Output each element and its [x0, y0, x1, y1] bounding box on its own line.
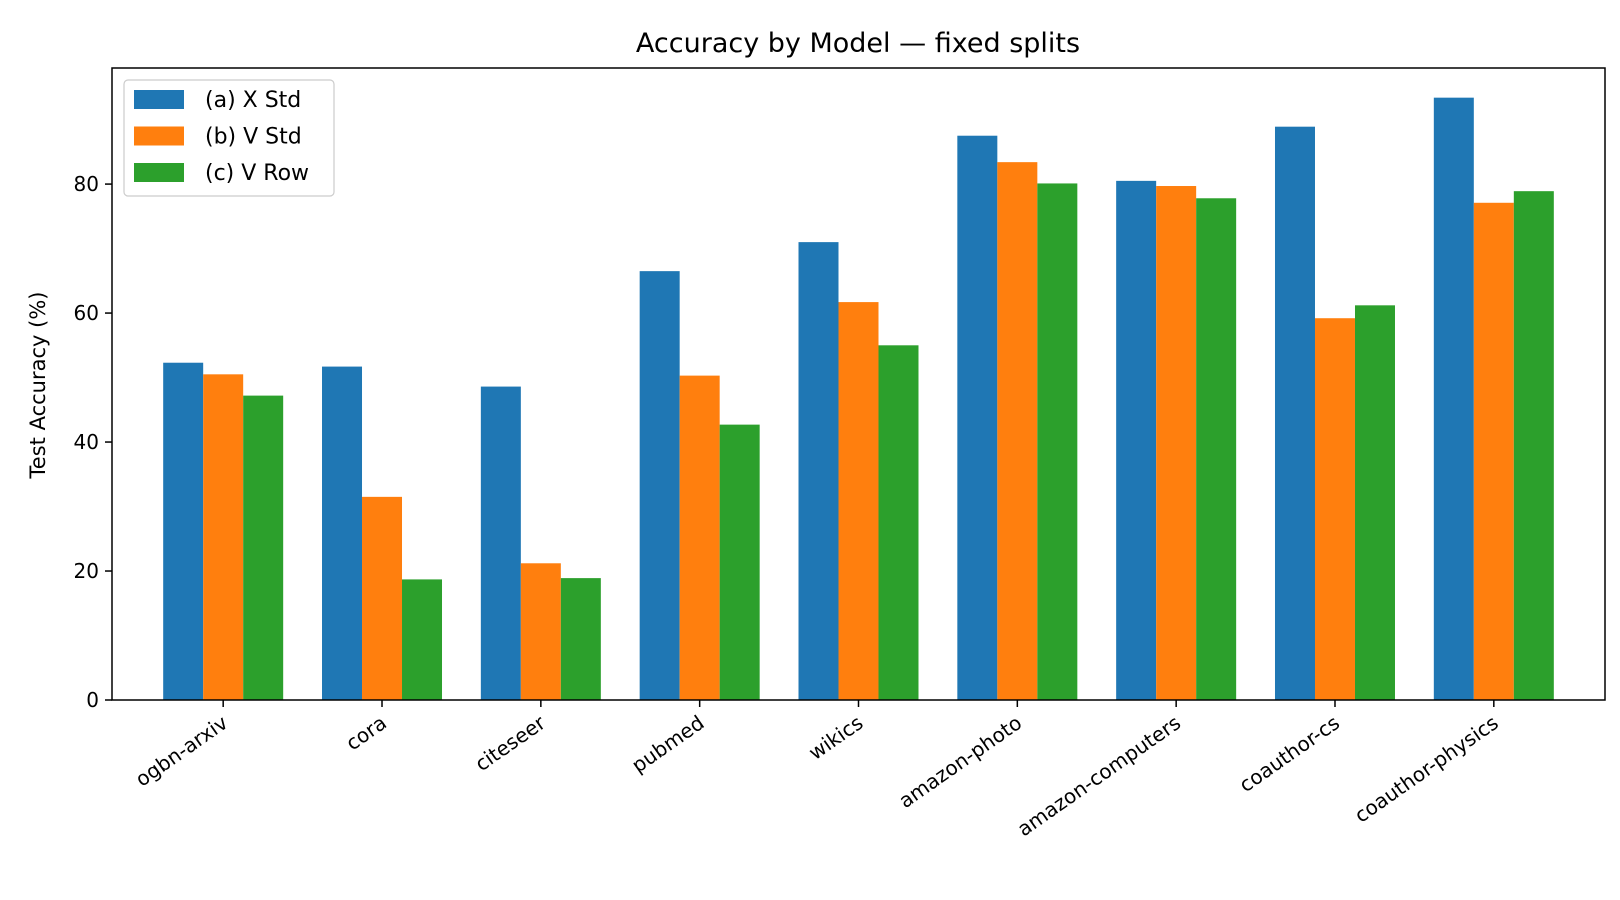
y-axis-title: Test Accuracy (%) — [26, 292, 50, 480]
x-tick-label: wikics — [804, 710, 867, 764]
x-tick-label: amazon-computers — [1013, 710, 1185, 841]
y-tick-label: 20 — [74, 559, 99, 583]
bar-wikics-series-0 — [798, 242, 839, 701]
bar-pubmed-series-2 — [719, 424, 760, 700]
x-tick-label: ogbn-arxiv — [131, 710, 232, 791]
bar-amazon-computers-series-0 — [1116, 180, 1157, 700]
bar-coauthor-physics-series-0 — [1433, 97, 1474, 701]
x-tick-label: amazon-photo — [894, 710, 1026, 812]
x-tick-label: pubmed — [627, 710, 708, 777]
y-tick-label: 0 — [86, 688, 99, 712]
bar-coauthor-physics-series-2 — [1513, 191, 1554, 700]
bar-amazon-photo-series-0 — [957, 135, 998, 700]
bar-coauthor-cs-series-2 — [1354, 305, 1395, 700]
x-tick-label: coauthor-cs — [1235, 710, 1344, 796]
bar-citeseer-series-2 — [560, 578, 601, 700]
bar-amazon-computers-series-2 — [1196, 198, 1237, 700]
bar-coauthor-cs-series-1 — [1314, 318, 1355, 700]
bar-ogbn-arxiv-series-1 — [203, 374, 244, 700]
bar-pubmed-series-0 — [639, 271, 680, 700]
bar-wikics-series-1 — [838, 302, 879, 700]
y-tick-label: 40 — [74, 430, 99, 454]
legend-label-2: (c) V Row — [205, 161, 309, 186]
y-tick-label: 80 — [74, 172, 99, 196]
legend-label-1: (b) V Std — [205, 125, 302, 150]
plot-frame — [111, 67, 1606, 701]
bars-group — [163, 97, 1554, 701]
legend-swatch-1 — [134, 126, 184, 146]
bar-amazon-computers-series-1 — [1156, 186, 1197, 700]
bar-coauthor-cs-series-0 — [1274, 126, 1315, 700]
legend-label-0: (a) X Std — [205, 88, 301, 113]
x-tick-label: coauthor-physics — [1350, 710, 1503, 827]
y-tick-label: 60 — [74, 301, 99, 325]
bar-wikics-series-2 — [878, 345, 919, 700]
bar-cora-series-0 — [322, 366, 363, 700]
bar-amazon-photo-series-2 — [1037, 183, 1078, 700]
bar-amazon-photo-series-1 — [997, 162, 1038, 701]
x-tick-label: cora — [341, 710, 391, 755]
chart-title: Accuracy by Model — fixed splits — [636, 28, 1080, 59]
legend: (a) X Std (b) V Std (c) V Row — [123, 79, 335, 197]
bar-citeseer-series-1 — [520, 563, 561, 700]
bar-ogbn-arxiv-series-2 — [243, 395, 284, 700]
bar-pubmed-series-1 — [679, 375, 720, 700]
y-axis: 0 20 40 60 80 — [74, 172, 112, 712]
x-axis: ogbn-arxiv cora citeseer pubmed wikics amazon… — [131, 700, 1503, 841]
legend-swatch-2 — [134, 163, 184, 182]
bar-coauthor-physics-series-1 — [1473, 202, 1514, 700]
bar-cora-series-1 — [362, 496, 403, 700]
bar-ogbn-arxiv-series-0 — [163, 362, 204, 700]
bar-citeseer-series-0 — [480, 386, 521, 700]
x-tick-label: citeseer — [470, 710, 550, 776]
legend-swatch-0 — [134, 90, 184, 109]
bar-cora-series-2 — [402, 579, 443, 700]
